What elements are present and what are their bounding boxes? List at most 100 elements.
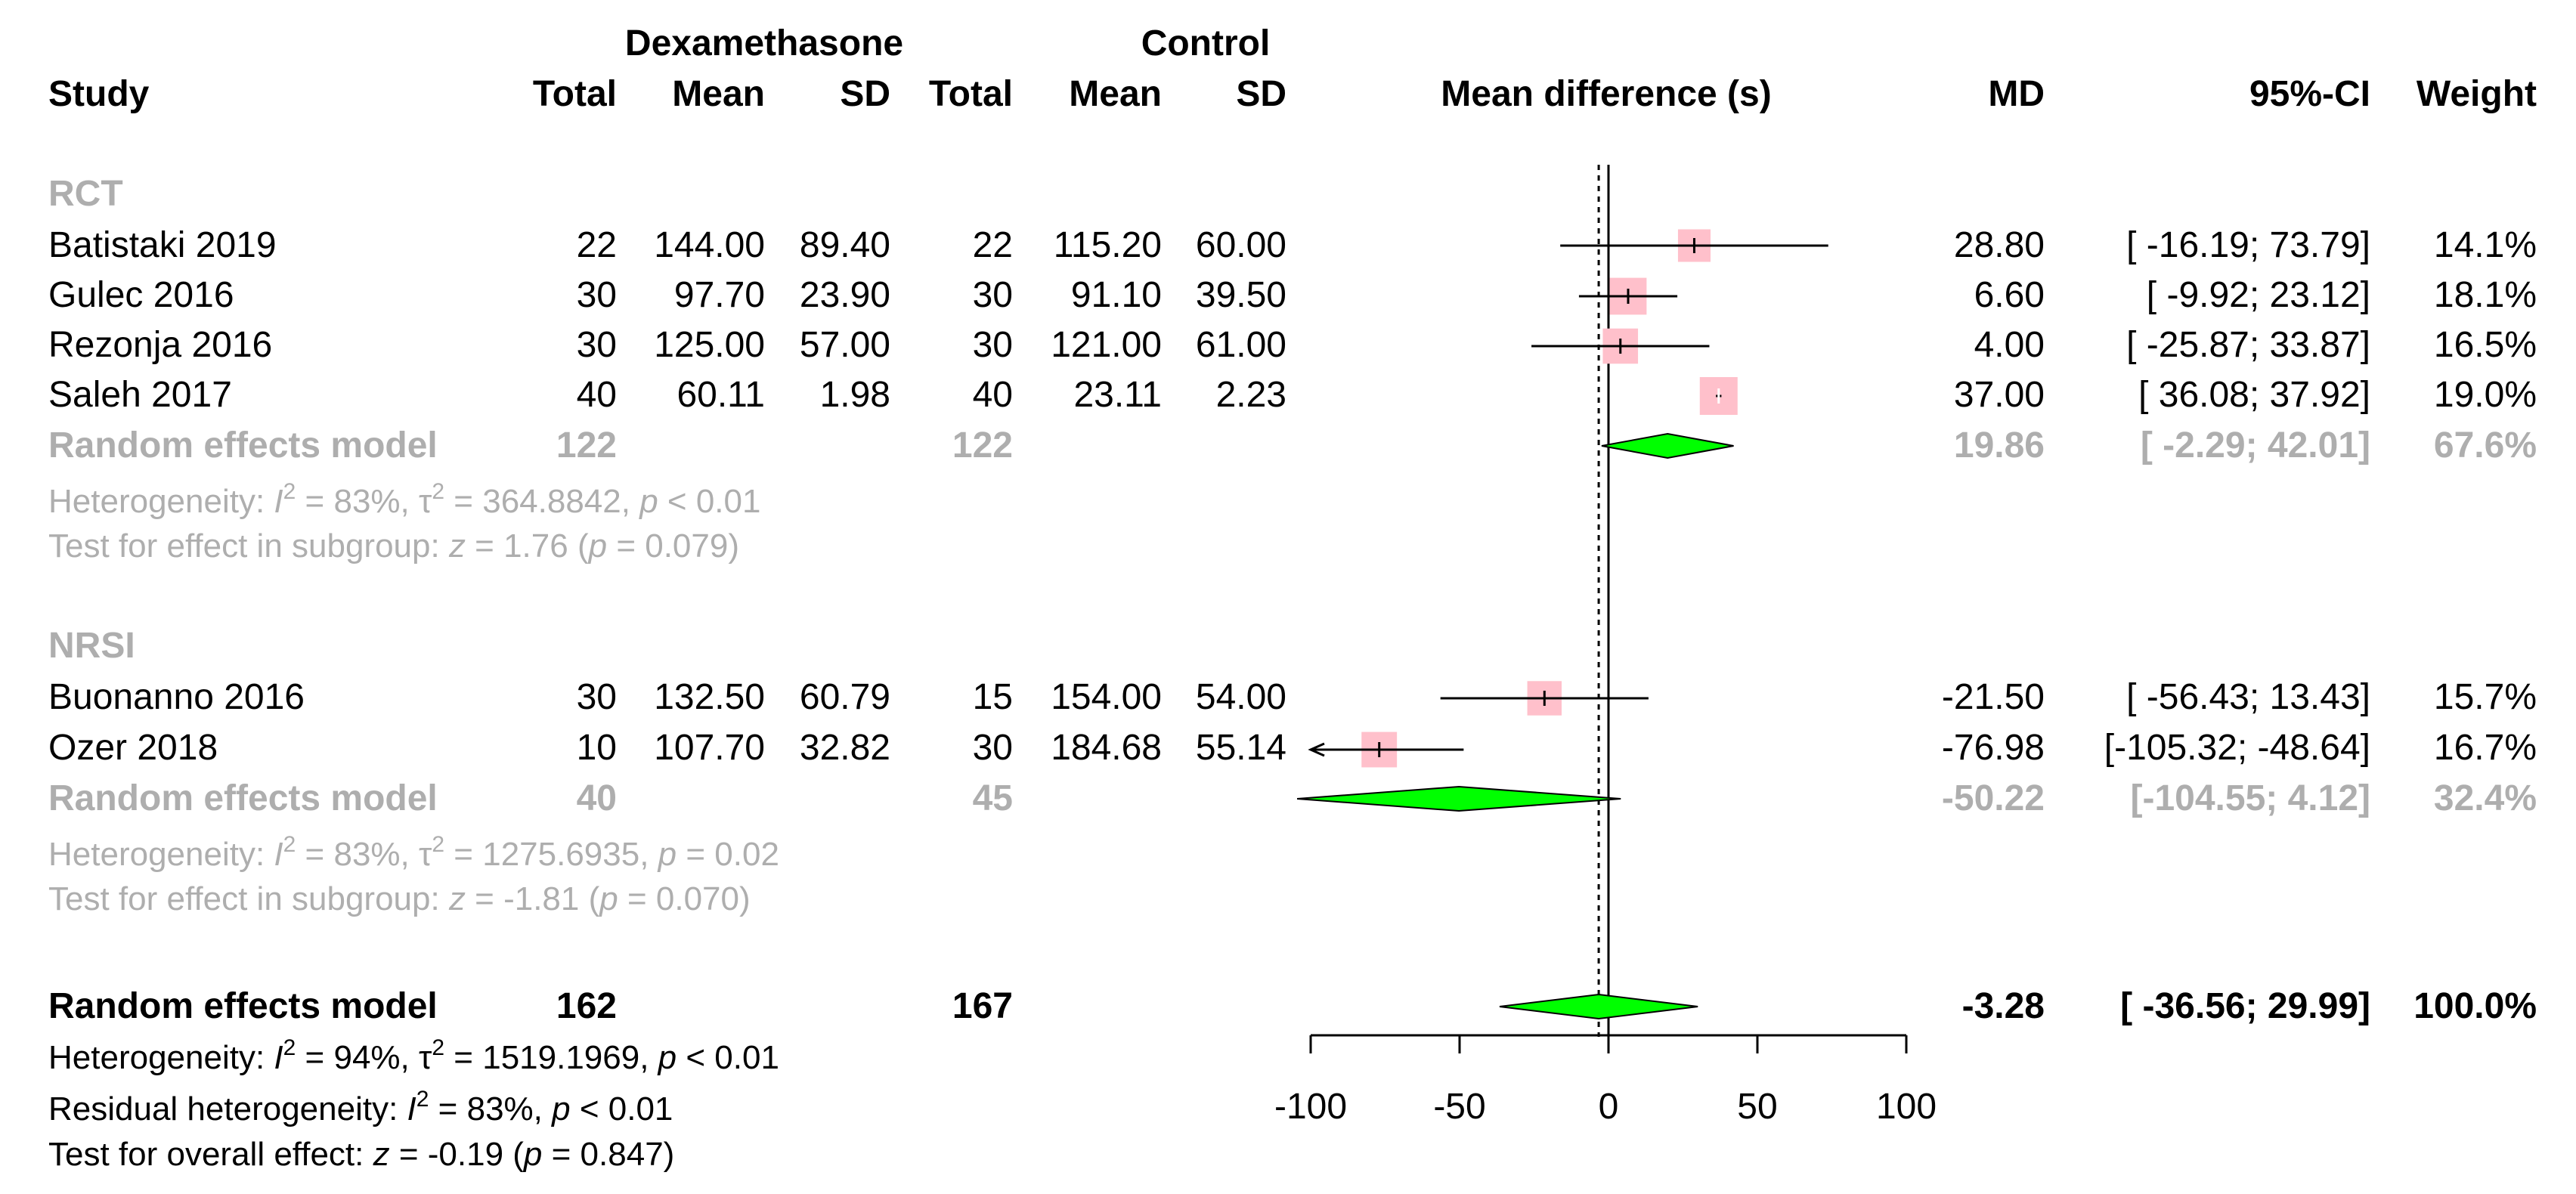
overall-md-value: -3.28 <box>1962 986 2045 1026</box>
header-md: MD <box>1988 74 2045 114</box>
c-mean: 184.68 <box>1051 728 1162 768</box>
x-tick-label: 50 <box>1737 1087 1777 1127</box>
e-sd: 89.40 <box>800 225 890 265</box>
weight-value: 16.7% <box>2434 728 2537 768</box>
plot-area: -100 -50 0 50 100 <box>1274 165 1937 1127</box>
c-sd: 61.00 <box>1196 325 1286 365</box>
model-c-total: 122 <box>952 425 1013 466</box>
model-c-total: 45 <box>973 778 1013 818</box>
e-total: 30 <box>577 677 617 717</box>
model-ci-value: [ -2.29; 42.01] <box>2141 425 2370 466</box>
study-row-buonanno-2016: Buonanno 2016 30 132.50 60.79 15 154.00 … <box>48 677 2537 717</box>
model-e-total: 40 <box>577 778 617 818</box>
c-sd: 55.14 <box>1196 728 1286 768</box>
e-total: 30 <box>577 275 617 315</box>
e-total: 30 <box>577 325 617 365</box>
x-tick-label: 100 <box>1876 1087 1937 1127</box>
c-total: 40 <box>973 375 1013 415</box>
md-value: 4.00 <box>1974 325 2045 365</box>
overall-e-total: 162 <box>556 986 617 1026</box>
x-tick-label: -100 <box>1274 1087 1347 1127</box>
heterogeneity-nrsi: Heterogeneity: I2 = 83%, τ2 = 1275.6935,… <box>48 832 779 873</box>
study-row-saleh-2017: Saleh 2017 40 60.11 1.98 40 23.11 2.23 3… <box>48 375 2537 415</box>
c-mean: 91.10 <box>1071 275 1162 315</box>
c-sd: 2.23 <box>1216 375 1286 415</box>
c-total: 30 <box>973 275 1013 315</box>
x-axis-label: Mean difference (s) <box>1441 74 1771 114</box>
weight-value: 15.7% <box>2434 677 2537 717</box>
subgroup-model-row-nrsi: Random effects model 40 45 -50.22 [-104.… <box>48 778 2537 818</box>
e-sd: 1.98 <box>820 375 890 415</box>
subgroup-diamond <box>1601 432 1734 459</box>
study-name: Buonanno 2016 <box>48 677 305 717</box>
subgroup-label-nrsi: NRSI <box>48 626 135 666</box>
e-total: 40 <box>577 375 617 415</box>
model-label: Random effects model <box>48 778 438 818</box>
ci-value: [ -25.87; 33.87] <box>2126 325 2370 365</box>
ci-value: [ 36.08; 37.92] <box>2138 375 2370 415</box>
ci-value: [-105.32; -48.64] <box>2104 728 2370 768</box>
c-mean: 154.00 <box>1051 677 1162 717</box>
e-sd: 23.90 <box>800 275 890 315</box>
e-mean: 107.70 <box>654 728 765 768</box>
model-ci-value: [-104.55; 4.12] <box>2130 778 2370 818</box>
e-sd: 60.79 <box>800 677 890 717</box>
c-sd: 60.00 <box>1196 225 1286 265</box>
header-weight: Weight <box>2417 74 2537 114</box>
e-mean: 60.11 <box>677 375 765 415</box>
study-name: Gulec 2016 <box>48 275 234 315</box>
e-mean: 144.00 <box>654 225 765 265</box>
c-mean: 115.20 <box>1054 225 1162 265</box>
model-md-value: -50.22 <box>1942 778 2045 818</box>
overall-label: Random effects model <box>48 986 438 1026</box>
model-e-total: 122 <box>556 425 617 466</box>
header-e-total: Total <box>533 74 617 114</box>
subgroup-model-row-rct: Random effects model 122 122 19.86 [ -2.… <box>48 425 2537 466</box>
md-value: -21.50 <box>1942 677 2045 717</box>
overall-weight-value: 100.0% <box>2413 986 2537 1026</box>
c-mean: 121.00 <box>1051 325 1162 365</box>
residual-heterogeneity: Residual heterogeneity: I2 = 83%, p < 0.… <box>48 1087 673 1127</box>
study-row-batistaki-2019: Batistaki 2019 22 144.00 89.40 22 115.20… <box>48 225 2537 265</box>
md-value: -76.98 <box>1942 728 2045 768</box>
study-row-rezonja-2016: Rezonja 2016 30 125.00 57.00 30 121.00 6… <box>48 325 2537 365</box>
e-mean: 125.00 <box>654 325 765 365</box>
e-total: 22 <box>577 225 617 265</box>
e-sd: 57.00 <box>800 325 890 365</box>
subgroup-test-nrsi: Test for effect in subgroup: z = -1.81 (… <box>48 880 751 917</box>
weight-value: 16.5% <box>2434 325 2537 365</box>
e-mean: 97.70 <box>674 275 765 315</box>
c-total: 30 <box>973 728 1013 768</box>
header-e-mean: Mean <box>672 74 765 114</box>
weight-value: 18.1% <box>2434 275 2537 315</box>
study-row-ozer-2018: Ozer 2018 10 107.70 32.82 30 184.68 55.1… <box>48 728 2537 768</box>
study-name: Batistaki 2019 <box>48 225 277 265</box>
e-total: 10 <box>577 728 617 768</box>
subgroup-diamond <box>1296 785 1621 812</box>
x-tick-label: -50 <box>1433 1087 1485 1127</box>
heterogeneity-overall: Heterogeneity: I2 = 94%, τ2 = 1519.1969,… <box>48 1035 779 1076</box>
header-group1: Dexamethasone <box>625 23 903 63</box>
model-label: Random effects model <box>48 425 438 466</box>
weight-value: 14.1% <box>2434 225 2537 265</box>
c-sd: 39.50 <box>1196 275 1286 315</box>
header-group2: Control <box>1141 23 1271 63</box>
ci-value: [ -9.92; 23.12] <box>2147 275 2370 315</box>
c-mean: 23.11 <box>1073 375 1162 415</box>
ci-value: [ -56.43; 13.43] <box>2126 677 2370 717</box>
model-md-value: 19.86 <box>1954 425 2045 466</box>
c-total: 15 <box>973 677 1013 717</box>
subgroup-test-rct: Test for effect in subgroup: z = 1.76 (p… <box>48 527 739 565</box>
model-weight-value: 67.6% <box>2434 425 2537 466</box>
e-sd: 32.82 <box>800 728 890 768</box>
weight-value: 19.0% <box>2434 375 2537 415</box>
overall-ci-value: [ -36.56; 29.99] <box>2120 986 2370 1026</box>
overall-model-row: Random effects model 162 167 -3.28 [ -36… <box>48 986 2537 1026</box>
header-c-sd: SD <box>1236 74 1286 114</box>
overall-c-total: 167 <box>952 986 1013 1026</box>
model-weight-value: 32.4% <box>2434 778 2537 818</box>
overall-effect-test: Test for overall effect: z = -0.19 (p = … <box>48 1136 674 1173</box>
c-total: 30 <box>973 325 1013 365</box>
header-c-mean: Mean <box>1069 74 1162 114</box>
header-e-sd: SD <box>840 74 890 114</box>
